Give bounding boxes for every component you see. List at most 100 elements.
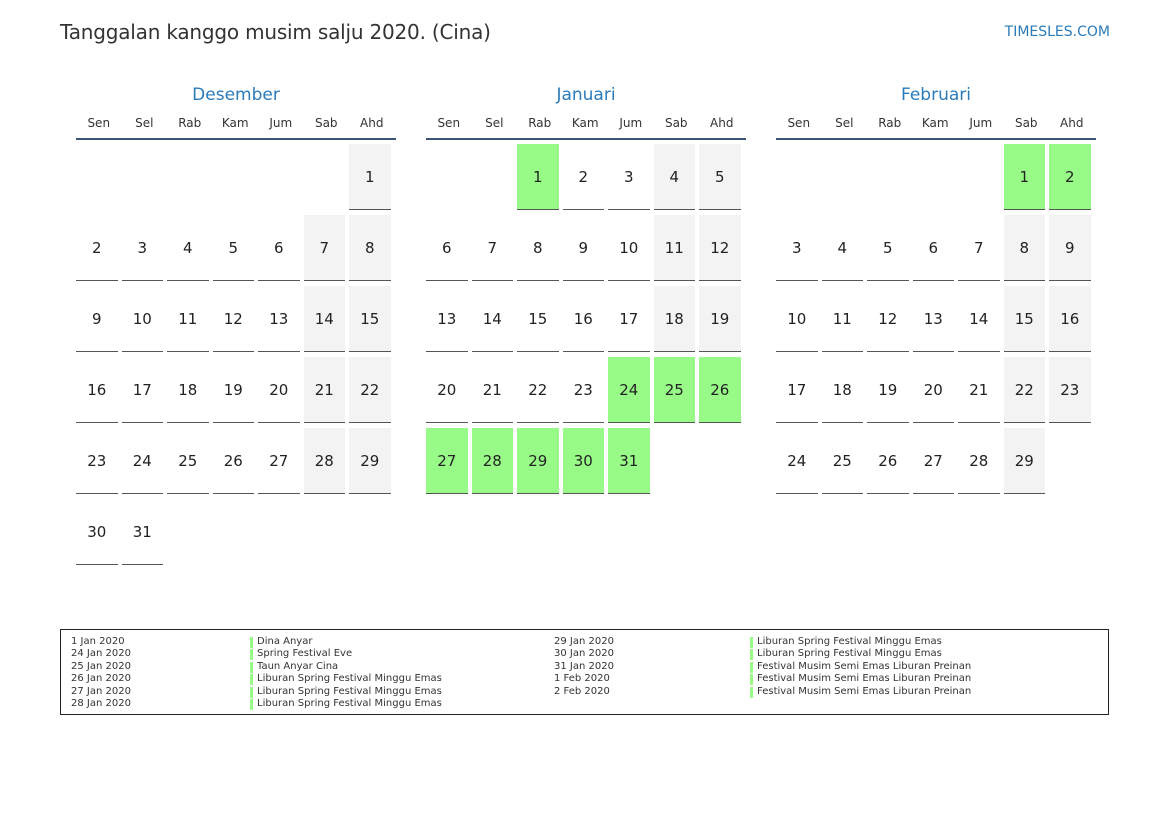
day-cell[interactable]: 17 [776,357,818,423]
day-cell[interactable]: 10 [121,286,163,352]
day-cell[interactable]: 5 [699,144,741,210]
day-cell[interactable]: 6 [912,215,954,281]
day-cell[interactable]: 25 [821,428,863,494]
day-cell[interactable]: 15 [349,286,391,352]
day-cell[interactable]: 27 [258,428,300,494]
holiday-day-cell[interactable]: 28 [471,428,513,494]
day-cell[interactable]: 12 [699,215,741,281]
day-cell[interactable]: 5 [867,215,909,281]
day-cell[interactable]: 4 [821,215,863,281]
day-cell[interactable]: 3 [608,144,650,210]
weekday-label: Rab [528,116,552,130]
day-cell[interactable]: 9 [76,286,118,352]
day-cell[interactable]: 5 [212,215,254,281]
brand-link[interactable]: TIMESLES.COM [1004,24,1110,40]
day-cell[interactable]: 13 [912,286,954,352]
day-cell[interactable]: 29 [1003,428,1045,494]
day-cell[interactable]: 10 [776,286,818,352]
day-cell[interactable]: 14 [303,286,345,352]
day-cell[interactable]: 11 [167,286,209,352]
day-cell[interactable]: 9 [1049,215,1091,281]
day-cell[interactable]: 28 [958,428,1000,494]
day-cell[interactable]: 31 [121,499,163,565]
holiday-day-cell[interactable]: 24 [608,357,650,423]
day-cell[interactable]: 29 [349,428,391,494]
day-cell[interactable]: 18 [167,357,209,423]
day-cell[interactable]: 13 [258,286,300,352]
empty-day [304,144,346,210]
day-cell[interactable]: 1 [349,144,391,210]
day-cell[interactable]: 21 [471,357,513,423]
day-cell[interactable]: 19 [212,357,254,423]
holiday-day-cell[interactable]: 26 [699,357,741,423]
day-cell[interactable]: 17 [121,357,163,423]
day-cell[interactable]: 2 [562,144,604,210]
holiday-day-cell[interactable]: 27 [426,428,468,494]
day-cell[interactable]: 12 [867,286,909,352]
holiday-day-cell[interactable]: 1 [1003,144,1045,210]
day-cell[interactable]: 17 [608,286,650,352]
day-cell[interactable]: 22 [349,357,391,423]
day-cell[interactable]: 20 [258,357,300,423]
day-cell[interactable]: 7 [471,215,513,281]
day-cell[interactable]: 21 [958,357,1000,423]
holiday-day-cell[interactable]: 31 [608,428,650,494]
day-cell[interactable]: 26 [867,428,909,494]
day-cell[interactable]: 22 [517,357,559,423]
day-cell[interactable]: 4 [167,215,209,281]
day-cell[interactable]: 6 [258,215,300,281]
day-cell[interactable]: 27 [912,428,954,494]
holiday-day-cell[interactable]: 1 [517,144,559,210]
day-cell[interactable]: 10 [608,215,650,281]
holiday-day-cell[interactable]: 29 [517,428,559,494]
day-cell[interactable]: 11 [653,215,695,281]
legend-holiday-name: Taun Anyar Cina [257,660,339,672]
day-cell[interactable]: 24 [776,428,818,494]
day-cell[interactable]: 11 [821,286,863,352]
day-cell[interactable]: 14 [471,286,513,352]
day-cell[interactable]: 3 [121,215,163,281]
day-cell[interactable]: 22 [1003,357,1045,423]
day-cell[interactable]: 28 [303,428,345,494]
day-cell[interactable]: 19 [867,357,909,423]
day-cell[interactable]: 25 [167,428,209,494]
day-cell[interactable]: 15 [517,286,559,352]
day-cell[interactable]: 13 [426,286,468,352]
day-cell[interactable]: 30 [76,499,118,565]
day-cell[interactable]: 24 [121,428,163,494]
day-cell[interactable]: 12 [212,286,254,352]
day-cell[interactable]: 23 [562,357,604,423]
day-cell[interactable]: 16 [562,286,604,352]
holiday-legend: 1 Jan 2020 Dina Anyar 24 Jan 2020 Spring Fe… [60,629,1109,715]
day-cell[interactable]: 16 [76,357,118,423]
day-cell[interactable]: 2 [76,215,118,281]
legend-holiday-name: Festival Musim Semi Emas Liburan Preinan [757,685,972,697]
day-cell[interactable]: 18 [821,357,863,423]
holiday-day-cell[interactable]: 25 [653,357,695,423]
legend-date: 27 Jan 2020 [71,685,131,697]
holiday-color-marker [250,649,253,661]
day-cell[interactable]: 4 [653,144,695,210]
legend-holiday-name: Liburan Spring Festival Minggu Emas [757,636,942,647]
day-cell[interactable]: 23 [1049,357,1091,423]
day-cell[interactable]: 14 [958,286,1000,352]
day-cell[interactable]: 21 [303,357,345,423]
day-cell[interactable]: 18 [653,286,695,352]
day-cell[interactable]: 8 [349,215,391,281]
day-cell[interactable]: 9 [562,215,604,281]
day-cell[interactable]: 23 [76,428,118,494]
holiday-day-cell[interactable]: 30 [562,428,604,494]
day-cell[interactable]: 7 [958,215,1000,281]
day-cell[interactable]: 26 [212,428,254,494]
day-cell[interactable]: 20 [912,357,954,423]
day-cell[interactable]: 7 [303,215,345,281]
day-cell[interactable]: 20 [426,357,468,423]
day-cell[interactable]: 8 [1003,215,1045,281]
holiday-day-cell[interactable]: 2 [1049,144,1091,210]
day-cell[interactable]: 3 [776,215,818,281]
day-cell[interactable]: 6 [426,215,468,281]
day-cell[interactable]: 8 [517,215,559,281]
day-cell[interactable]: 16 [1049,286,1091,352]
day-cell[interactable]: 15 [1003,286,1045,352]
day-cell[interactable]: 19 [699,286,741,352]
